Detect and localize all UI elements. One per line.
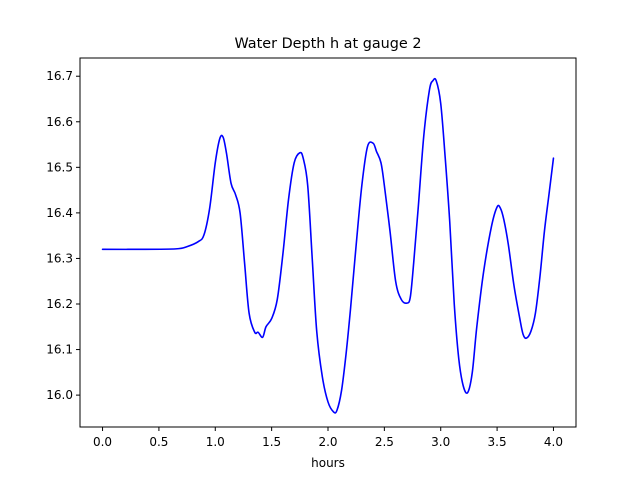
axes-background bbox=[80, 58, 576, 427]
y-tick-label: 16.6 bbox=[46, 115, 73, 129]
series-line-0 bbox=[101, 77, 555, 414]
x-tick-label: 3.5 bbox=[488, 435, 507, 449]
x-tick-label: 1.5 bbox=[262, 435, 281, 449]
chart-title: Water Depth h at gauge 2 bbox=[234, 36, 421, 52]
y-tick-label: 16.7 bbox=[46, 69, 73, 83]
y-axis-ticks: 16.0 16.1 16.2 16.3 16.4 16.5 16.6 16.7 bbox=[46, 69, 80, 402]
y-tick-label: 16.4 bbox=[46, 206, 73, 220]
y-tick-label: 16.1 bbox=[46, 343, 73, 357]
x-tick-label: 0.5 bbox=[149, 435, 168, 449]
y-tick-label: 16.3 bbox=[46, 251, 73, 265]
series-layer bbox=[101, 77, 555, 414]
x-axis-ticks: 0.0 0.5 1.0 1.5 2.0 2.5 3.0 3.5 4.0 bbox=[93, 427, 563, 449]
x-tick-label: 3.0 bbox=[431, 435, 450, 449]
x-axis-label: hours bbox=[311, 456, 345, 470]
x-tick-label: 1.0 bbox=[206, 435, 225, 449]
x-tick-label: 2.0 bbox=[318, 435, 337, 449]
x-tick-label: 0.0 bbox=[93, 435, 112, 449]
y-tick-label: 16.0 bbox=[46, 388, 73, 402]
x-tick-label: 4.0 bbox=[544, 435, 563, 449]
x-tick-label: 2.5 bbox=[375, 435, 394, 449]
y-tick-label: 16.5 bbox=[46, 160, 73, 174]
plot-area bbox=[79, 57, 577, 428]
y-tick-label: 16.2 bbox=[46, 297, 73, 311]
